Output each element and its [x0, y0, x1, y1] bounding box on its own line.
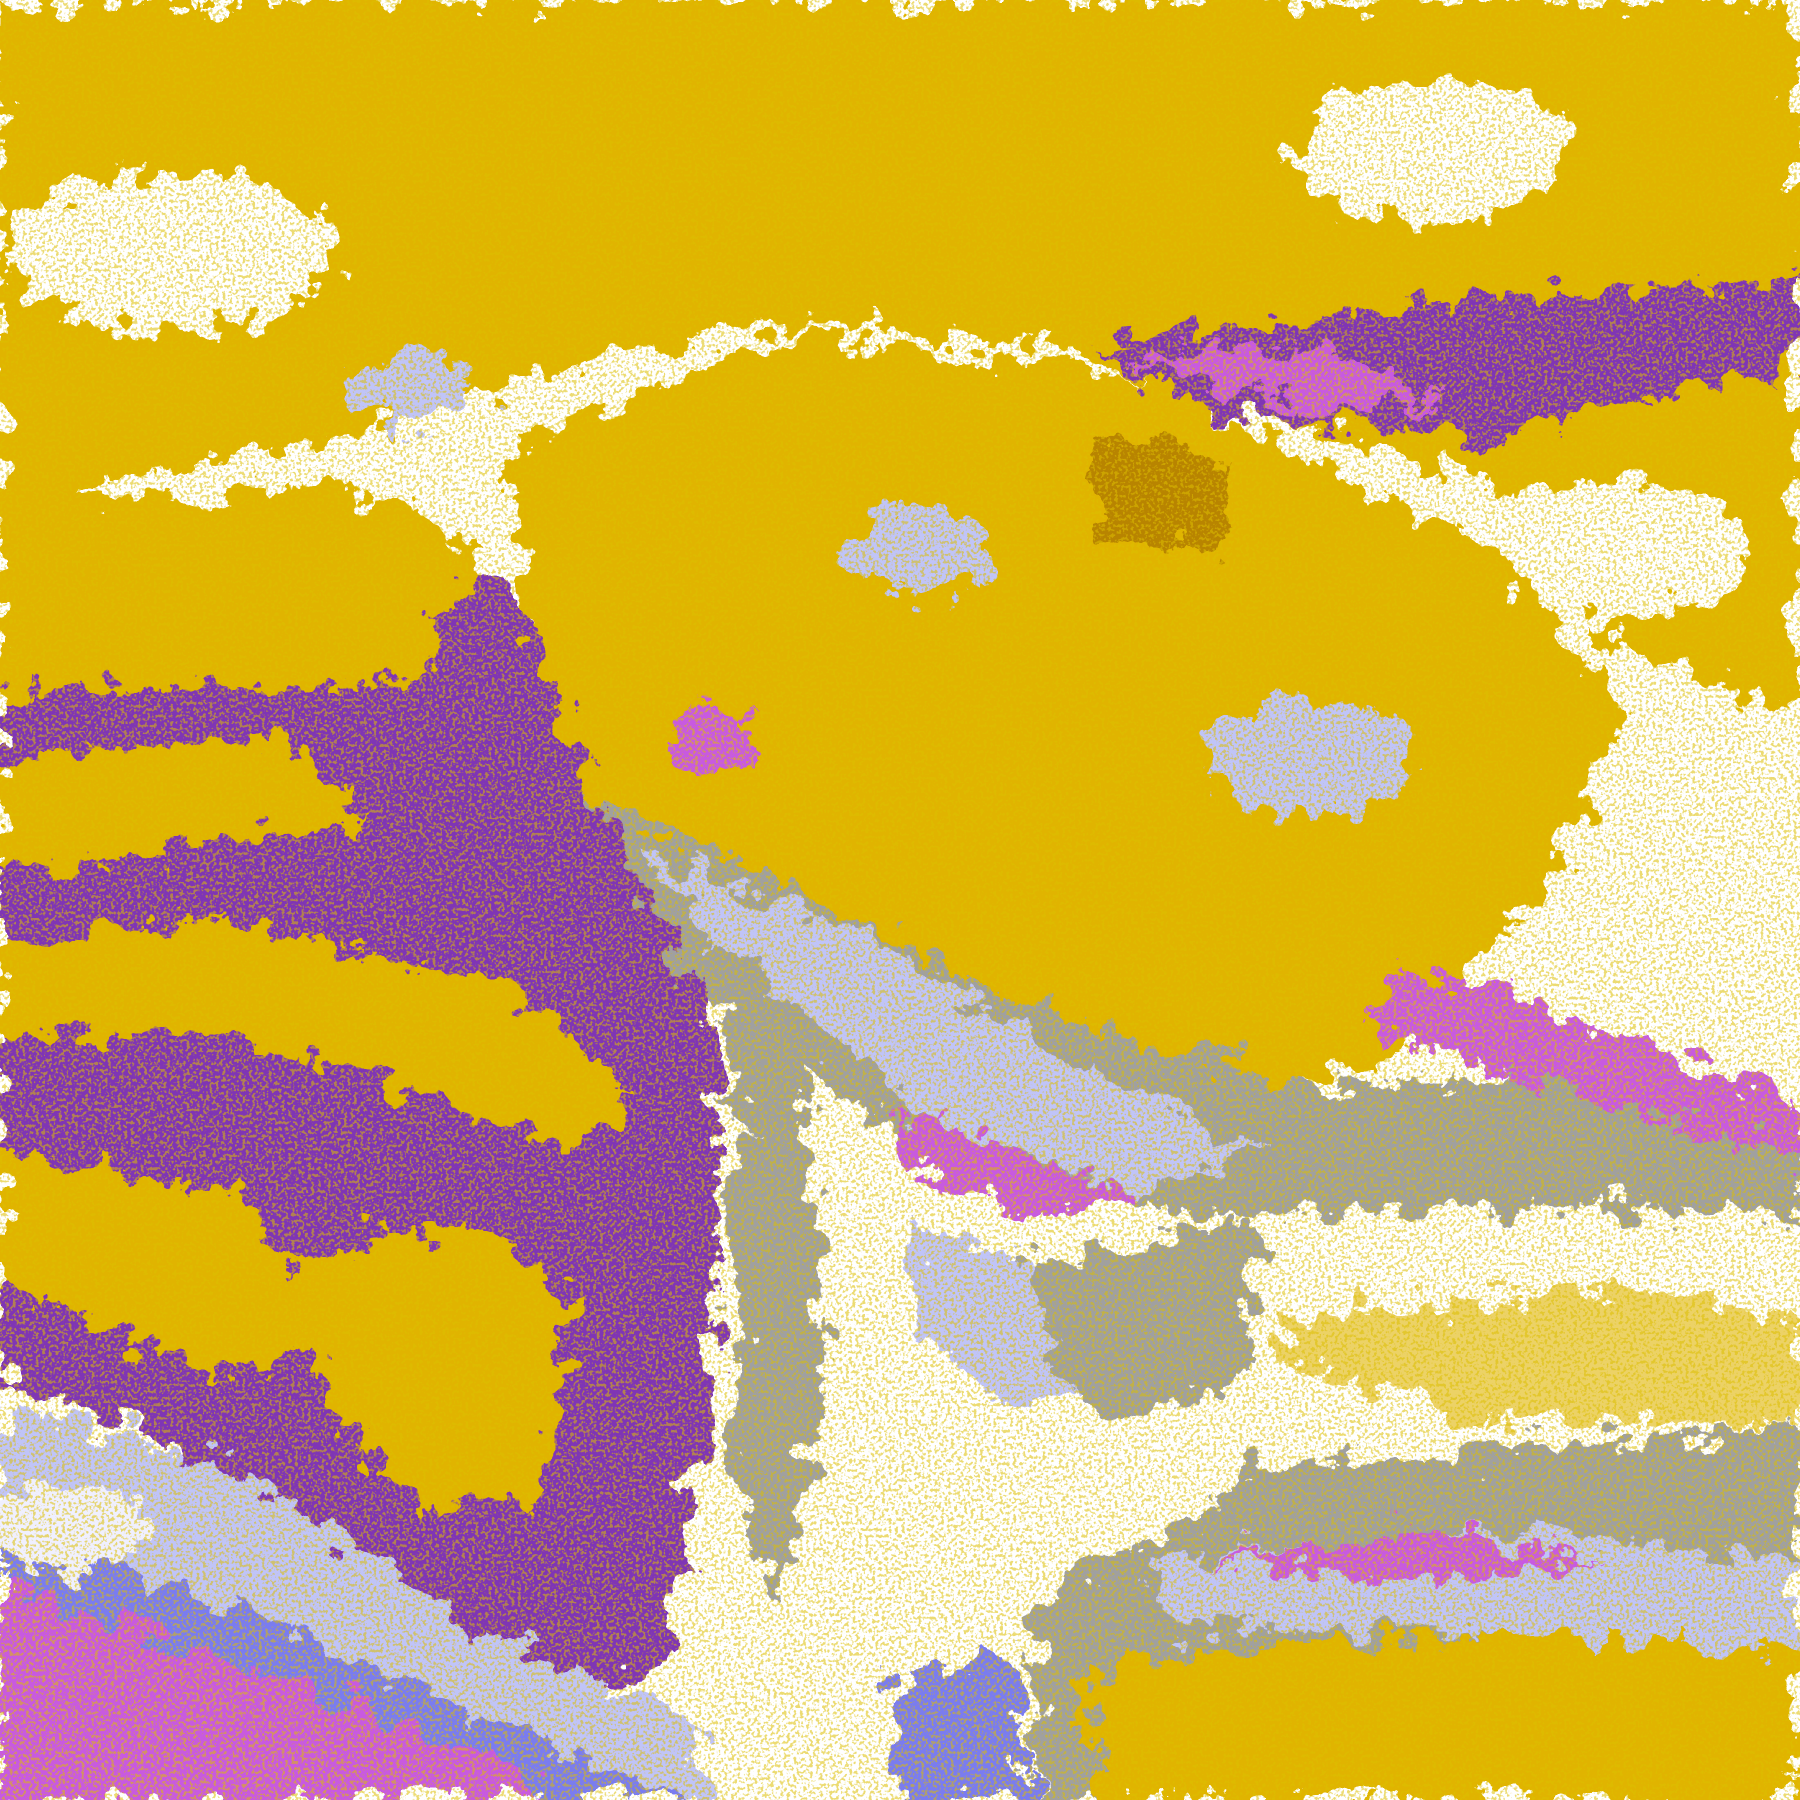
texture-speckle — [0, 0, 1800, 1800]
cloud-classification-map — [0, 0, 1800, 1800]
